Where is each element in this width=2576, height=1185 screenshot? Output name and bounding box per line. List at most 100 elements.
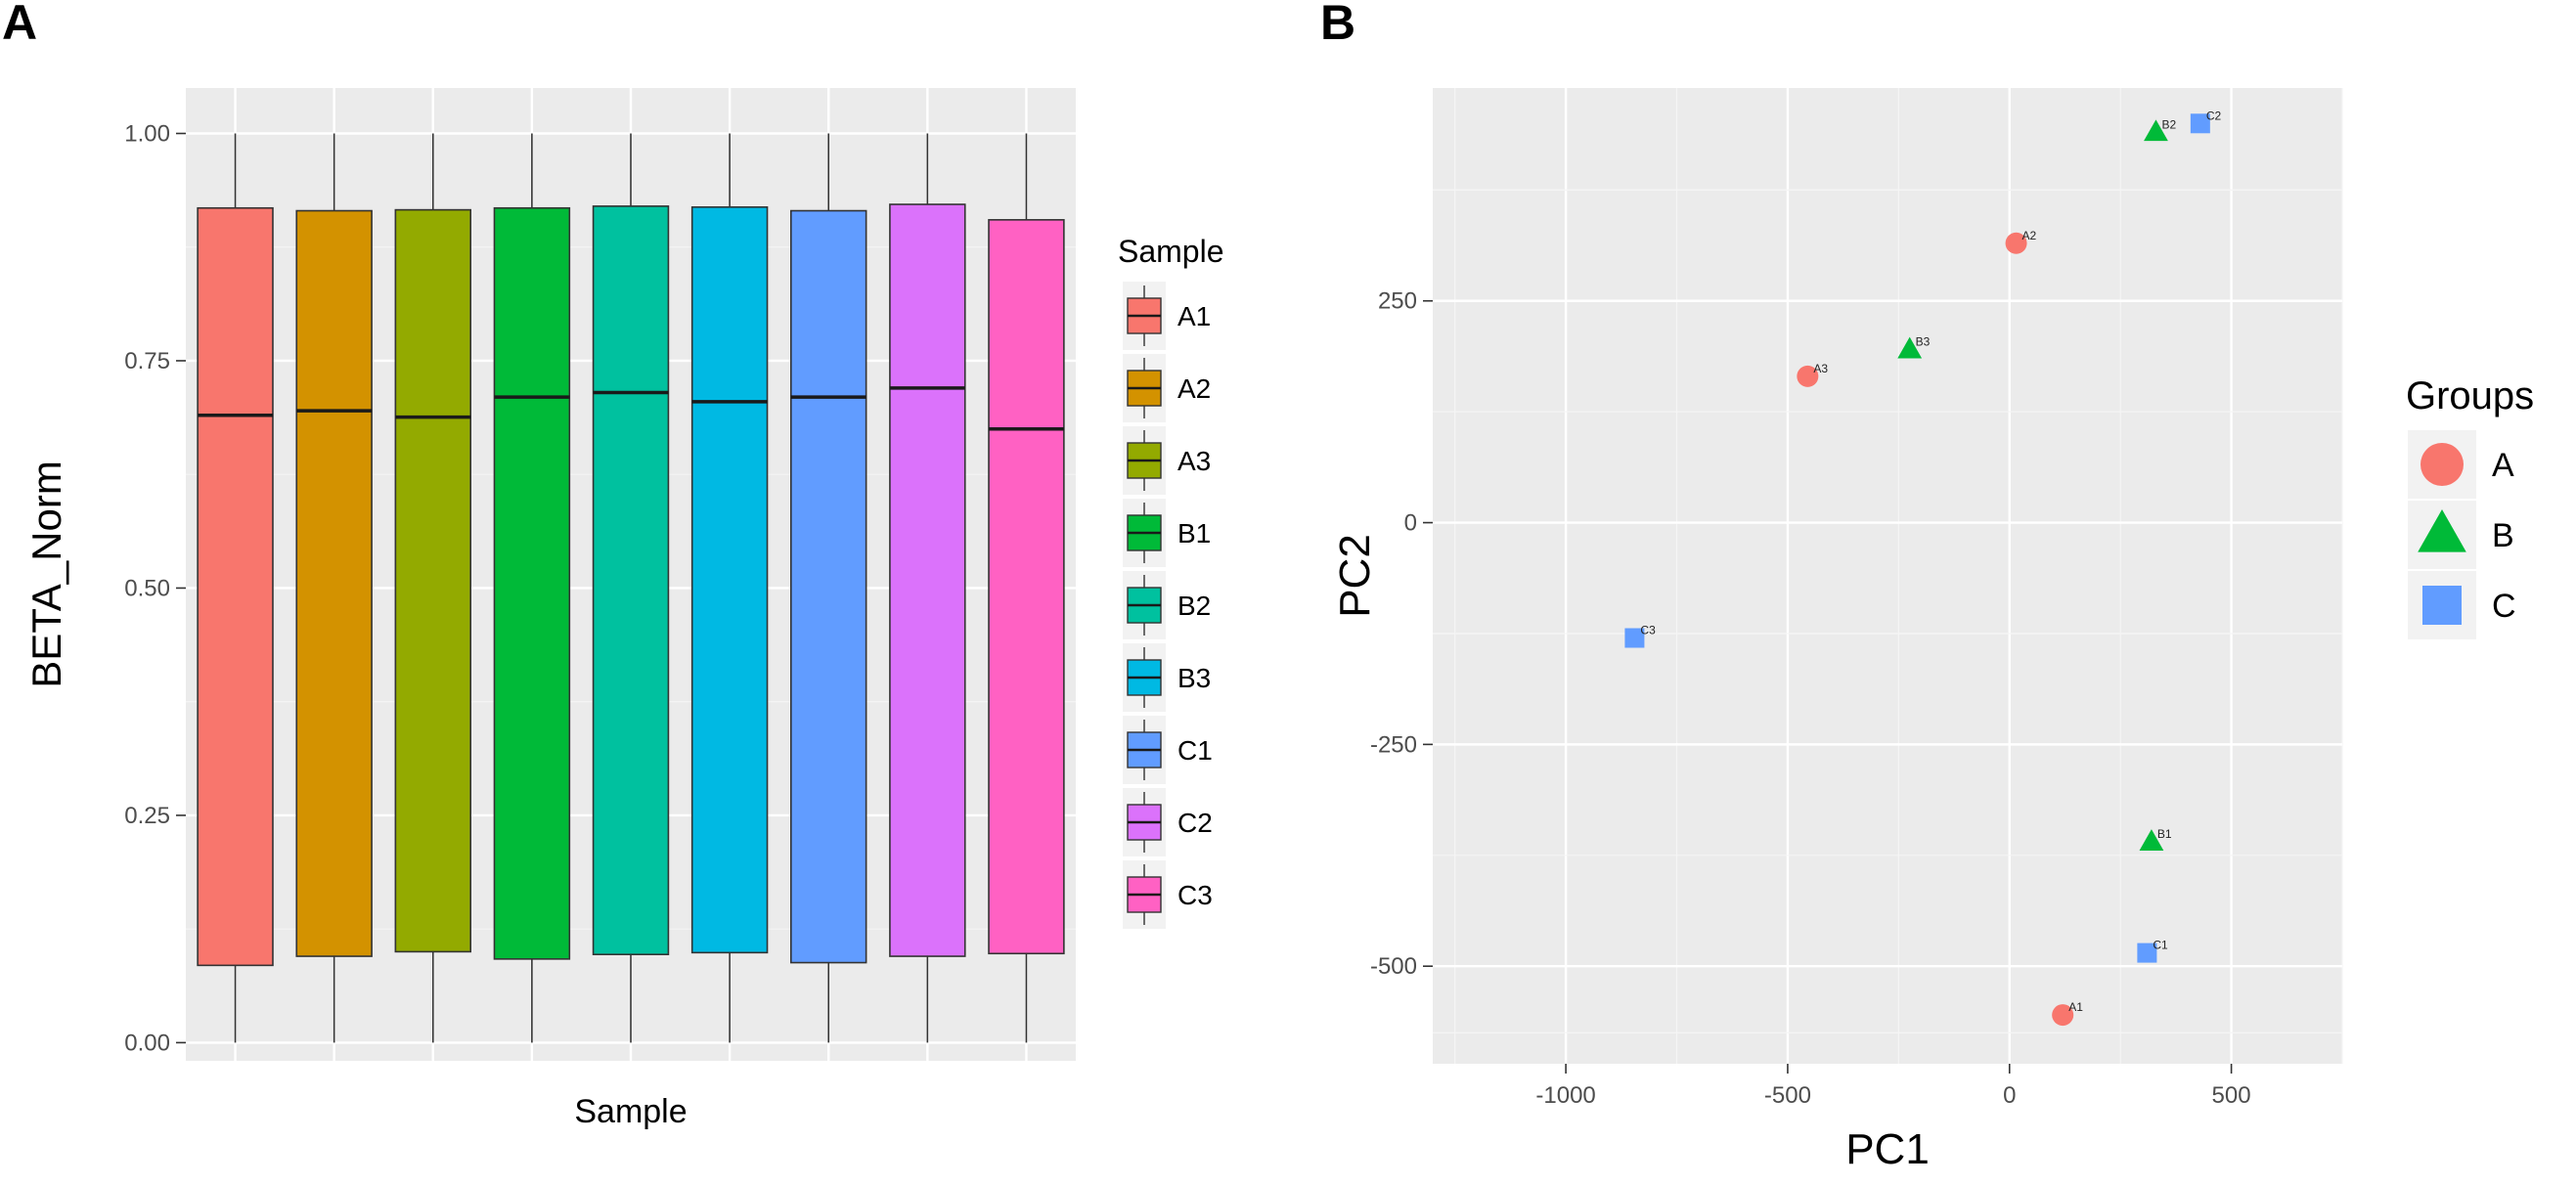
- box-body: [789, 209, 867, 964]
- point-marker-square: [2190, 113, 2210, 134]
- point-label: A3: [1813, 362, 1828, 375]
- boxplot-legend-title: Sample: [1118, 234, 1224, 269]
- box-body: [295, 209, 373, 957]
- scatter-x-tick-label: -500: [1764, 1082, 1811, 1109]
- point-b3: B3: [1897, 335, 1931, 359]
- scatter-legend-title: Groups: [2406, 374, 2534, 417]
- scatter-y-tick-label: 250: [1378, 288, 1417, 315]
- legend-entry-a: A: [2408, 430, 2514, 499]
- legend-label: B2: [1177, 591, 1211, 621]
- boxplot-x-axis-title: Sample: [574, 1093, 687, 1130]
- point-label: A1: [2068, 1000, 2083, 1014]
- scatter-points: A1 A2 A3 B1 B2 B3 C1 C2 C3: [1624, 109, 2222, 1027]
- box-b1: [493, 133, 571, 1043]
- legend-entry-c2: C2: [1123, 788, 1213, 856]
- legend-label: A: [2492, 447, 2514, 484]
- scatter-y-axis-title: PC2: [1331, 534, 1379, 618]
- point-marker-triangle: [2139, 829, 2164, 852]
- legend-entry-b1: B1: [1123, 499, 1211, 567]
- legend-label: C2: [1177, 808, 1213, 838]
- boxplot-y-tick-label: 0.00: [124, 1030, 170, 1056]
- point-label: C1: [2153, 939, 2168, 952]
- point-marker-square: [2137, 943, 2157, 963]
- box-body: [889, 203, 966, 957]
- scatter-y-tick-label: 0: [1404, 510, 1417, 537]
- legend-label: B1: [1177, 518, 1211, 549]
- boxplot-legend: Sample A1 A2 A3 B1 B2 B3 C1 C2 C3: [1118, 234, 1224, 929]
- legend-label: B: [2492, 517, 2514, 554]
- boxplot-chart: 0.00 0.25 0.50 0.75 1.00 Sample BETA_Norm Sa…: [23, 88, 1224, 1130]
- box-c1: [789, 133, 867, 1043]
- point-marker-circle: [2052, 1004, 2074, 1027]
- point-a1: A1: [2052, 1000, 2083, 1027]
- box-a2: [295, 133, 373, 1043]
- boxplot-y-tick-label: 0.50: [124, 575, 170, 601]
- box-body: [493, 206, 571, 960]
- legend-entry-b3: B3: [1123, 643, 1211, 712]
- box-c2: [889, 133, 966, 1043]
- legend-key-circle: [2421, 443, 2464, 486]
- point-c2: C2: [2190, 109, 2222, 134]
- legend-label: C: [2492, 588, 2516, 625]
- point-label: C3: [1640, 624, 1656, 637]
- boxplot-boxes: [197, 133, 1065, 1043]
- point-marker-circle: [1797, 365, 1819, 387]
- pca-scatter-chart: A1 A2 A3 B1 B2 B3 C1 C2 C3 -1000 -500 0 500 -500 -25…: [1331, 88, 2534, 1173]
- box-body: [394, 208, 472, 953]
- scatter-x-ticks: -1000 -500 0 500: [1535, 1064, 2251, 1109]
- scatter-x-tick-label: 500: [2212, 1082, 2251, 1109]
- legend-label: C1: [1177, 735, 1213, 766]
- box-body: [690, 206, 769, 954]
- scatter-x-tick-label: 0: [2003, 1082, 2016, 1109]
- boxplot-y-ticks: 0.00 0.25 0.50 0.75 1.00: [124, 120, 186, 1056]
- legend-label: A2: [1177, 373, 1211, 404]
- point-label: A2: [2022, 229, 2037, 242]
- box-c3: [988, 133, 1065, 1043]
- point-label: B1: [2157, 827, 2172, 841]
- legend-entry-a2: A2: [1123, 354, 1211, 422]
- point-label: B3: [1916, 335, 1931, 349]
- point-a3: A3: [1797, 362, 1828, 387]
- box-a3: [394, 133, 472, 1043]
- panel-a-letter: A: [2, 0, 37, 50]
- legend-entry-c: C: [2408, 571, 2516, 639]
- point-b1: B1: [2139, 827, 2172, 852]
- scatter-grid: [1433, 88, 2343, 1064]
- scatter-x-axis-title: PC1: [1845, 1125, 1930, 1173]
- scatter-y-tick-label: -250: [1370, 731, 1417, 758]
- scatter-legend: Groups ABC: [2406, 374, 2534, 639]
- boxplot-y-tick-label: 0.25: [124, 803, 170, 829]
- legend-label: C3: [1177, 880, 1213, 910]
- legend-entry-a3: A3: [1123, 426, 1211, 495]
- legend-label: A1: [1177, 301, 1211, 331]
- legend-entry-c1: C1: [1123, 716, 1213, 784]
- point-b2: B2: [2144, 117, 2176, 142]
- legend-key-square: [2422, 586, 2462, 625]
- boxplot-y-tick-label: 1.00: [124, 120, 170, 147]
- point-marker-circle: [2005, 232, 2027, 254]
- box-b3: [690, 133, 769, 1043]
- box-body: [592, 205, 670, 956]
- point-marker-square: [1624, 628, 1645, 648]
- box-body: [988, 219, 1065, 955]
- legend-entry-c3: C3: [1123, 860, 1213, 929]
- point-c3: C3: [1624, 624, 1656, 648]
- point-label: C2: [2206, 109, 2222, 122]
- box-b2: [592, 133, 670, 1043]
- scatter-panel-background: [1433, 88, 2342, 1064]
- point-label: B2: [2161, 117, 2176, 131]
- legend-label: A3: [1177, 446, 1211, 476]
- legend-entry-a1: A1: [1123, 282, 1211, 350]
- scatter-y-ticks: -500 -250 0 250: [1370, 288, 1433, 980]
- point-c1: C1: [2137, 939, 2168, 963]
- scatter-x-tick-label: -1000: [1535, 1082, 1595, 1109]
- legend-key-triangle: [2418, 508, 2466, 552]
- point-marker-triangle: [1897, 336, 1923, 359]
- legend-label: B3: [1177, 663, 1211, 693]
- legend-entry-b: B: [2408, 501, 2514, 569]
- boxplot-y-tick-label: 0.75: [124, 348, 170, 374]
- point-a2: A2: [2005, 229, 2037, 254]
- panel-b-letter: B: [1320, 0, 1355, 50]
- boxplot-y-axis-title: BETA_Norm: [23, 461, 69, 688]
